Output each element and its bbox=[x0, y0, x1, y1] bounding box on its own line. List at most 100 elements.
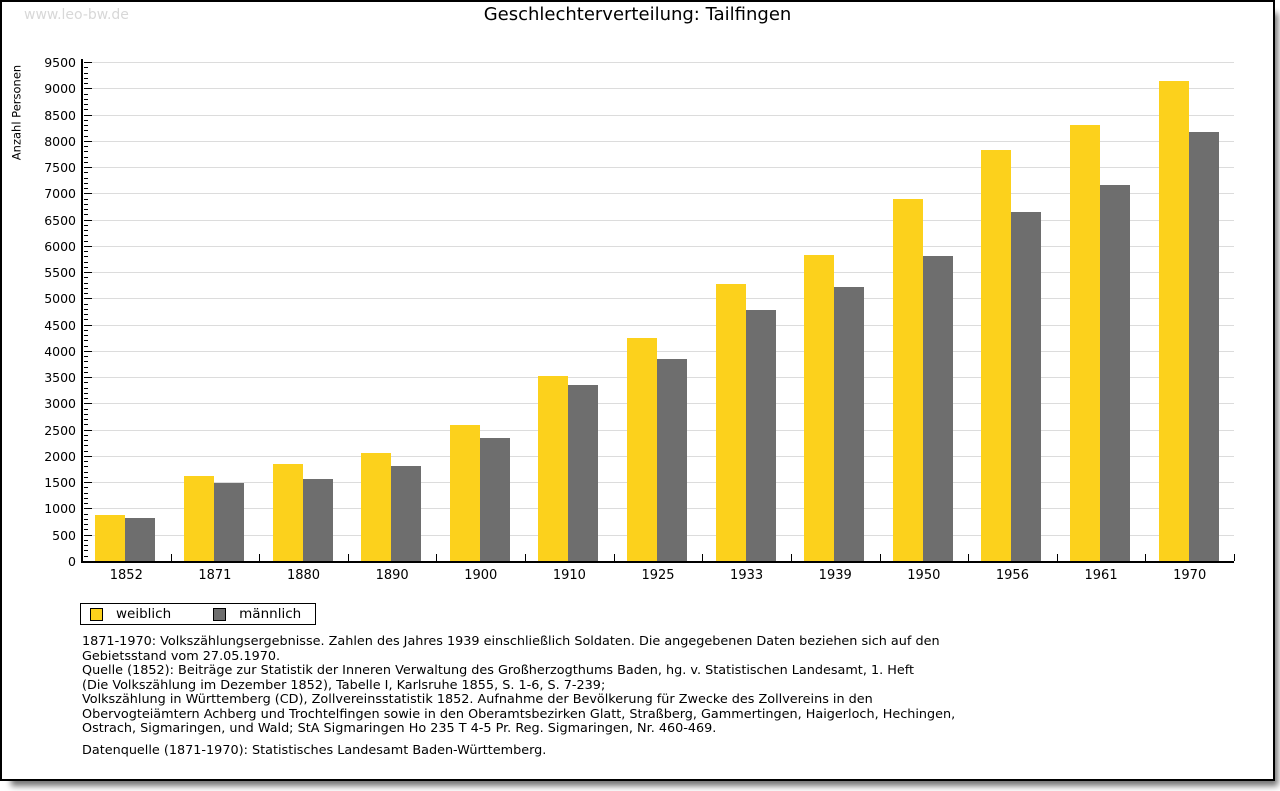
gridline bbox=[84, 324, 1234, 326]
x-tick-label: 1970 bbox=[1173, 568, 1207, 583]
footnote-line: Volkszählung in Württemberg (CD), Zollve… bbox=[82, 692, 873, 707]
y-tick bbox=[84, 198, 88, 200]
x-tick bbox=[968, 554, 970, 561]
x-tick bbox=[436, 554, 438, 561]
y-tick bbox=[84, 471, 88, 473]
y-tick bbox=[84, 151, 88, 153]
gridline bbox=[84, 272, 1234, 274]
y-tick-label: 7500 bbox=[44, 160, 76, 176]
bar-weiblich-1950 bbox=[892, 198, 923, 561]
x-tick-label: 1890 bbox=[375, 568, 409, 583]
bar-weiblich-1900 bbox=[449, 424, 480, 561]
y-tick bbox=[84, 230, 88, 232]
y-tick bbox=[84, 398, 88, 400]
y-tick-label: 3500 bbox=[44, 370, 76, 386]
x-tick-label: 1956 bbox=[995, 568, 1029, 583]
y-tick bbox=[84, 219, 92, 221]
gridline bbox=[84, 140, 1234, 142]
y-tick bbox=[84, 256, 88, 258]
y-tick bbox=[84, 361, 88, 363]
y-tick bbox=[84, 287, 88, 289]
y-tick bbox=[84, 119, 88, 121]
gridline bbox=[84, 298, 1234, 300]
x-tick bbox=[613, 554, 615, 561]
bar-weiblich-1961 bbox=[1070, 124, 1101, 561]
bar-weiblich-1933 bbox=[715, 284, 746, 561]
gridline bbox=[84, 193, 1234, 195]
bar-weiblich-1910 bbox=[538, 375, 569, 561]
y-tick bbox=[84, 62, 92, 63]
y-tick bbox=[84, 109, 88, 111]
bar-maennlich-1950 bbox=[922, 256, 953, 561]
bar-maennlich-1900 bbox=[479, 437, 510, 561]
bar-weiblich-1956 bbox=[981, 149, 1012, 561]
y-tick-label: 4000 bbox=[44, 343, 76, 359]
y-tick bbox=[84, 524, 88, 526]
legend-swatch-weiblich bbox=[90, 607, 103, 621]
y-tick bbox=[84, 235, 88, 237]
x-tick-label: 1961 bbox=[1084, 568, 1118, 583]
y-tick bbox=[84, 503, 88, 505]
y-tick bbox=[84, 140, 92, 142]
x-tick bbox=[347, 554, 349, 561]
x-tick bbox=[525, 554, 527, 561]
y-tick bbox=[84, 125, 88, 127]
y-tick bbox=[84, 408, 88, 410]
legend-swatch-maennlich bbox=[213, 607, 227, 621]
bar-weiblich-1890 bbox=[361, 452, 392, 561]
y-tick bbox=[84, 534, 92, 536]
bar-maennlich-1933 bbox=[745, 309, 776, 561]
y-tick bbox=[84, 440, 88, 442]
bar-weiblich-1852 bbox=[95, 515, 126, 561]
bar-maennlich-1880 bbox=[302, 479, 333, 561]
bar-maennlich-1925 bbox=[657, 359, 687, 561]
x-tick-label: 1880 bbox=[286, 568, 321, 583]
y-tick bbox=[84, 282, 88, 284]
y-tick bbox=[84, 429, 92, 431]
y-tick bbox=[84, 272, 92, 274]
y-tick bbox=[84, 188, 88, 190]
bar-weiblich-1925 bbox=[627, 338, 657, 561]
y-tick bbox=[84, 167, 92, 169]
y-tick-label: 7000 bbox=[44, 186, 76, 202]
y-tick-label: 8000 bbox=[44, 133, 76, 149]
footnotes: 1871-1970: Volkszählungsergebnisse. Zahl… bbox=[82, 634, 1222, 737]
y-tick bbox=[84, 209, 88, 211]
chart-title: Geschlechterverteilung: Tailfingen bbox=[483, 4, 792, 25]
y-tick bbox=[84, 203, 88, 205]
y-tick-label: 8500 bbox=[44, 107, 76, 123]
y-tick bbox=[84, 366, 88, 368]
datasource-note: Datenquelle (1871-1970): Statistisches L… bbox=[82, 743, 547, 758]
y-tick-label: 9000 bbox=[44, 81, 76, 97]
x-tick bbox=[259, 554, 261, 561]
y-tick bbox=[84, 266, 88, 268]
bar-maennlich-1871 bbox=[213, 482, 244, 561]
y-tick-label: 5500 bbox=[44, 265, 76, 281]
y-tick bbox=[84, 251, 88, 253]
y-tick bbox=[84, 130, 88, 132]
x-tick-label: 1852 bbox=[109, 568, 143, 583]
y-tick bbox=[84, 356, 88, 358]
bar-maennlich-1956 bbox=[1011, 211, 1042, 561]
gridline bbox=[84, 219, 1234, 221]
plot-area: 0 500 1000 1500 2000 2500 3000 3500 4000 4500 5000… bbox=[2, 2, 1273, 779]
y-tick bbox=[84, 455, 92, 457]
x-tick-label: 1871 bbox=[198, 568, 232, 583]
y-tick bbox=[84, 492, 88, 494]
y-tick bbox=[84, 476, 88, 478]
y-tick-label: 2500 bbox=[44, 422, 76, 438]
footnote-line: Ostrach, Sigmaringen, und Wald; StA Sigm… bbox=[82, 721, 717, 736]
y-tick bbox=[84, 508, 92, 510]
gridline bbox=[84, 88, 1234, 90]
x-tick-label: 1925 bbox=[641, 568, 675, 583]
y-tick bbox=[84, 156, 88, 158]
y-tick-label: 6500 bbox=[44, 212, 76, 228]
footnote-line: 1871-1970: Volkszählungsergebnisse. Zahl… bbox=[82, 634, 940, 649]
y-tick bbox=[84, 487, 88, 489]
bar-weiblich-1871 bbox=[183, 476, 214, 561]
y-tick bbox=[84, 392, 88, 394]
y-tick-label: 1000 bbox=[44, 501, 76, 517]
x-axis-line bbox=[81, 561, 1234, 563]
y-tick bbox=[84, 319, 88, 321]
